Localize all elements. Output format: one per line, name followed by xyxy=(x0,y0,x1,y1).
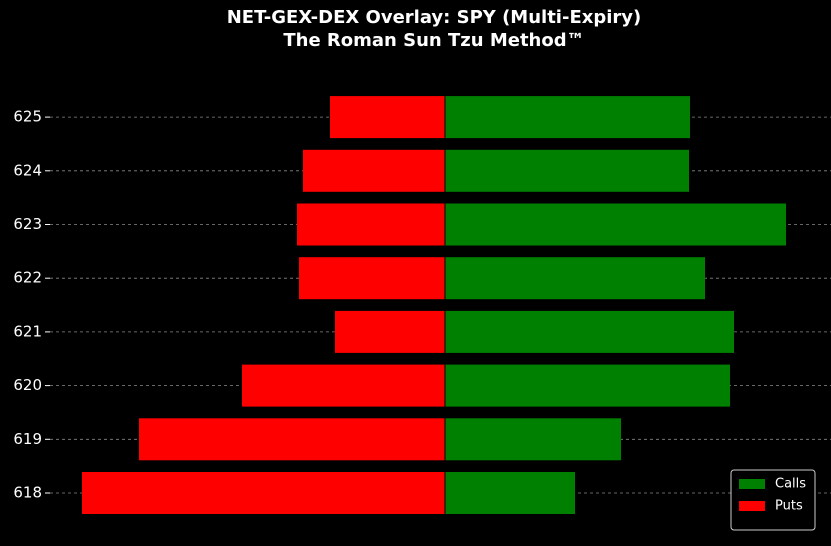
y-tick-label: 622 xyxy=(13,269,42,287)
chart-subtitle: The Roman Sun Tzu Method™ xyxy=(283,30,584,51)
bar xyxy=(330,96,445,139)
chart-title: NET-GEX-DEX Overlay: SPY (Multi-Expiry) xyxy=(227,7,642,28)
y-tick-label: 624 xyxy=(13,161,42,179)
y-tick-label: 620 xyxy=(13,376,42,394)
bar xyxy=(299,257,445,300)
bar xyxy=(297,203,445,246)
bar xyxy=(445,149,689,192)
bar xyxy=(445,257,705,300)
bar xyxy=(303,149,445,192)
bar xyxy=(445,418,621,461)
y-tick-label: 618 xyxy=(13,484,42,502)
y-tick-label: 623 xyxy=(13,215,42,233)
bar xyxy=(139,418,445,461)
bar xyxy=(242,364,445,407)
bar xyxy=(445,96,690,139)
y-tick-label: 625 xyxy=(13,108,42,126)
legend-swatch xyxy=(739,479,765,489)
bar xyxy=(445,310,734,353)
bar xyxy=(445,472,575,514)
bar xyxy=(335,310,445,353)
bar xyxy=(82,472,445,514)
legend-label: Puts xyxy=(775,499,803,514)
legend-swatch xyxy=(739,501,765,511)
y-tick-label: 619 xyxy=(13,430,42,448)
bar xyxy=(445,203,786,246)
bar xyxy=(445,364,730,407)
legend-label: Calls xyxy=(775,477,806,492)
y-tick-label: 621 xyxy=(13,322,42,340)
